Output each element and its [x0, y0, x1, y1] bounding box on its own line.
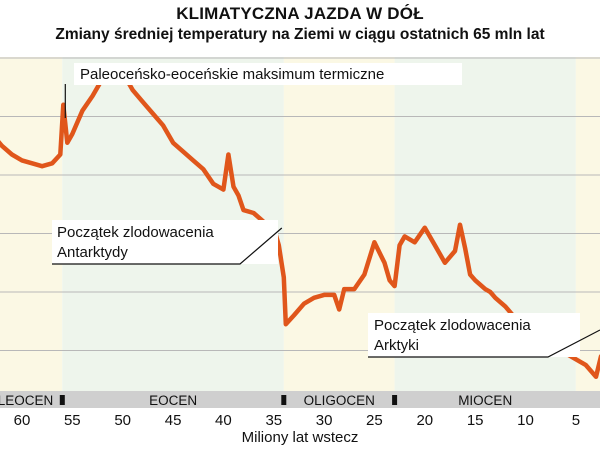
annotation-antarctica-line1: Początek zlodowacenia: [57, 224, 214, 241]
era-label-1: EOCEN: [149, 393, 197, 408]
annotation-leader-antarctica: [52, 227, 283, 265]
era-label-2: OLIGOCEN: [304, 393, 375, 408]
x-axis-label: Miliony lat wstecz: [241, 429, 359, 446]
chart-subtitle: Zmiany średniej temperatury na Ziemi w c…: [55, 26, 545, 43]
x-tick-label-50: 50: [114, 412, 131, 429]
x-tick-label-45: 45: [165, 412, 182, 429]
era-boundary-marker-3: [392, 395, 398, 405]
x-axis-ticks: 60 55 50 45 40 35 30 25 20 15 10 5: [14, 412, 580, 429]
x-tick-label-55: 55: [64, 412, 81, 429]
era-label-3: MIOCEN: [458, 393, 512, 408]
chart-title: KLIMATYCZNA JAZDA W DÓŁ: [176, 4, 424, 23]
era-strip: [0, 391, 600, 408]
annotation-box-antarctica: [52, 220, 278, 264]
x-tick-label-60: 60: [14, 412, 31, 429]
x-tick-label-5: 5: [572, 412, 580, 429]
annotation-petm: Paleoceńsko-eoceńskie maksimum termiczne: [80, 66, 384, 83]
annotation-arctic-line1: Początek zlodowacenia: [374, 317, 531, 334]
x-tick-label-40: 40: [215, 412, 232, 429]
era-label-0: PALEOCEN: [0, 393, 53, 408]
x-tick-label-15: 15: [467, 412, 484, 429]
annotation-leader-arctic: [368, 329, 600, 358]
x-tick-label-30: 30: [316, 412, 333, 429]
x-tick-label-35: 35: [265, 412, 282, 429]
era-band-0: [0, 57, 63, 391]
x-tick-label-10: 10: [517, 412, 534, 429]
era-labels: PALEOCEN EOCEN OLIGOCEN MIOCEN: [0, 393, 512, 408]
annotation-box-arctic: [368, 313, 580, 357]
annotation-box-petm: [74, 63, 462, 85]
era-boundary-marker-2: [281, 395, 287, 405]
annotation-antarctica-line2: Antarktydy: [57, 244, 128, 261]
annotations: Paleoceńsko-eoceńskie maksimum termiczne…: [52, 63, 600, 358]
x-tick-label-20: 20: [416, 412, 433, 429]
era-boundary-marker-1: [59, 395, 65, 405]
annotation-arctic-line2: Arktyki: [374, 337, 419, 354]
x-tick-label-25: 25: [366, 412, 383, 429]
